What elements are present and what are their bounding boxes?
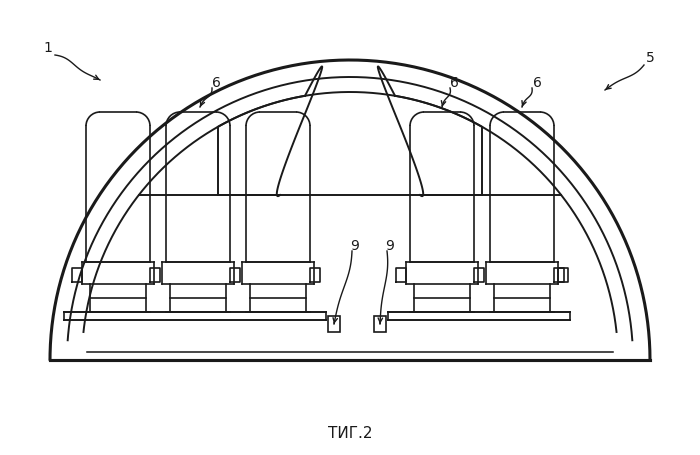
- Text: ΤИГ.2: ΤИГ.2: [328, 425, 372, 440]
- Text: 6: 6: [211, 76, 220, 90]
- Text: 9: 9: [386, 238, 394, 253]
- Text: 1: 1: [43, 41, 52, 55]
- Text: 6: 6: [533, 76, 541, 90]
- Text: 9: 9: [351, 238, 359, 253]
- Bar: [328, 316, 340, 332]
- Bar: [374, 316, 386, 332]
- Text: 6: 6: [449, 76, 459, 90]
- Text: 5: 5: [645, 51, 654, 65]
